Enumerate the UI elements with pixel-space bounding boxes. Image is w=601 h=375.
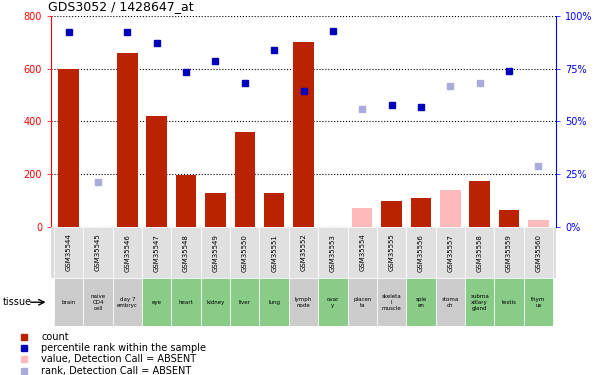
Text: rank, Detection Call = ABSENT: rank, Detection Call = ABSENT bbox=[41, 366, 192, 375]
Text: testis: testis bbox=[501, 300, 516, 305]
Text: GSM35552: GSM35552 bbox=[300, 234, 307, 272]
Bar bbox=[465, 278, 494, 326]
Bar bbox=[381, 201, 402, 227]
Text: GSM35544: GSM35544 bbox=[66, 234, 72, 272]
Text: GSM35553: GSM35553 bbox=[330, 234, 336, 272]
Text: GDS3052 / 1428647_at: GDS3052 / 1428647_at bbox=[48, 0, 194, 13]
Bar bbox=[523, 227, 553, 278]
Bar bbox=[171, 227, 201, 278]
Bar bbox=[499, 210, 519, 227]
Text: GSM35556: GSM35556 bbox=[418, 234, 424, 272]
Bar bbox=[117, 53, 138, 227]
Bar bbox=[494, 278, 523, 326]
Text: count: count bbox=[41, 332, 69, 342]
Text: eye: eye bbox=[151, 300, 162, 305]
Text: sple
en: sple en bbox=[415, 297, 427, 307]
Bar bbox=[142, 278, 171, 326]
Bar bbox=[528, 220, 549, 227]
Text: brain: brain bbox=[61, 300, 76, 305]
Bar bbox=[84, 227, 113, 278]
Text: liver: liver bbox=[239, 300, 251, 305]
Bar bbox=[260, 227, 289, 278]
Text: naive
CD4
cell: naive CD4 cell bbox=[91, 294, 106, 310]
Bar bbox=[293, 42, 314, 227]
Bar bbox=[318, 227, 347, 278]
Bar bbox=[58, 69, 79, 227]
Bar bbox=[406, 227, 436, 278]
Bar bbox=[113, 278, 142, 326]
Text: GSM35554: GSM35554 bbox=[359, 234, 365, 272]
Bar bbox=[318, 278, 347, 326]
Text: stoma
ch: stoma ch bbox=[442, 297, 459, 307]
Bar bbox=[142, 227, 171, 278]
Text: GSM35555: GSM35555 bbox=[389, 234, 395, 272]
Bar bbox=[51, 227, 556, 278]
Bar bbox=[436, 227, 465, 278]
Bar bbox=[523, 278, 553, 326]
Bar bbox=[54, 278, 84, 326]
Text: GSM35546: GSM35546 bbox=[124, 234, 130, 272]
Bar bbox=[171, 278, 201, 326]
Bar bbox=[494, 227, 523, 278]
Bar bbox=[84, 278, 113, 326]
Text: lymph
node: lymph node bbox=[295, 297, 312, 307]
Bar bbox=[176, 176, 197, 227]
Bar bbox=[230, 278, 260, 326]
Bar bbox=[113, 227, 142, 278]
Bar bbox=[289, 227, 318, 278]
Bar bbox=[377, 227, 406, 278]
Bar bbox=[264, 193, 284, 227]
Text: kidney: kidney bbox=[206, 300, 225, 305]
Text: tissue: tissue bbox=[3, 297, 32, 307]
Bar bbox=[465, 227, 494, 278]
Text: GSM35547: GSM35547 bbox=[154, 234, 160, 272]
Text: value, Detection Call = ABSENT: value, Detection Call = ABSENT bbox=[41, 354, 197, 364]
Bar bbox=[147, 116, 167, 227]
Text: percentile rank within the sample: percentile rank within the sample bbox=[41, 343, 207, 353]
Text: ovar
y: ovar y bbox=[327, 297, 339, 307]
Text: GSM35548: GSM35548 bbox=[183, 234, 189, 272]
Text: day 7
embryc: day 7 embryc bbox=[117, 297, 138, 307]
Bar bbox=[230, 227, 260, 278]
Bar bbox=[54, 227, 84, 278]
Text: GSM35549: GSM35549 bbox=[212, 234, 218, 272]
Bar bbox=[410, 198, 431, 227]
Text: subma
xillary
gland: subma xillary gland bbox=[470, 294, 489, 310]
Bar bbox=[440, 190, 460, 227]
Text: GSM35558: GSM35558 bbox=[477, 234, 483, 272]
Bar bbox=[234, 132, 255, 227]
Text: lung: lung bbox=[268, 300, 280, 305]
Bar bbox=[205, 193, 226, 227]
Bar bbox=[352, 209, 373, 227]
Text: heart: heart bbox=[178, 300, 194, 305]
Bar bbox=[377, 278, 406, 326]
Bar bbox=[347, 227, 377, 278]
Text: GSM35545: GSM35545 bbox=[95, 234, 101, 272]
Text: GSM35557: GSM35557 bbox=[447, 234, 453, 272]
Text: placen
ta: placen ta bbox=[353, 297, 371, 307]
Bar bbox=[260, 278, 289, 326]
Bar bbox=[289, 278, 318, 326]
Bar bbox=[201, 227, 230, 278]
Text: thym
us: thym us bbox=[531, 297, 546, 307]
Text: GSM35560: GSM35560 bbox=[535, 234, 542, 272]
Bar bbox=[406, 278, 436, 326]
Bar bbox=[201, 278, 230, 326]
Text: skeleta
l
muscle: skeleta l muscle bbox=[382, 294, 401, 310]
Bar bbox=[347, 278, 377, 326]
Bar bbox=[436, 278, 465, 326]
Text: GSM35550: GSM35550 bbox=[242, 234, 248, 272]
Text: GSM35551: GSM35551 bbox=[271, 234, 277, 272]
Bar bbox=[469, 181, 490, 227]
Text: GSM35559: GSM35559 bbox=[506, 234, 512, 272]
